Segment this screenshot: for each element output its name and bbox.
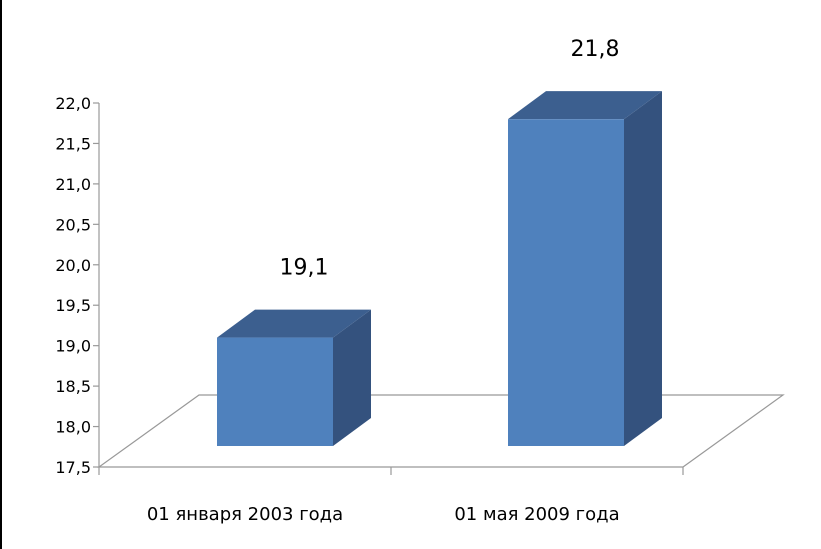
floor-outline xyxy=(97,394,785,468)
y-tick-label: 19,0 xyxy=(55,337,91,356)
chart-floor xyxy=(97,394,785,475)
bar-top xyxy=(217,309,371,338)
bar-top xyxy=(508,91,662,120)
y-tick-label: 17,5 xyxy=(55,458,91,477)
bar xyxy=(217,337,333,446)
data-label: 21,8 xyxy=(571,37,620,62)
x-category-label: 01 мая 2009 года xyxy=(454,504,619,525)
x-category-label: 01 января 2003 года xyxy=(147,504,343,525)
axes: 17,5 18,0 18,5 19,0 19,5 20,0 20,5 21,0 21,5 22,0 xyxy=(55,94,100,477)
y-tick-label: 19,5 xyxy=(55,296,91,315)
y-tick-label: 18,0 xyxy=(55,418,91,437)
y-tick-label: 20,5 xyxy=(55,215,91,234)
y-tick-label: 21,5 xyxy=(55,134,91,153)
bar-side xyxy=(333,309,371,446)
y-tick-label: 20,0 xyxy=(55,256,91,275)
bar-side xyxy=(624,91,662,446)
bars xyxy=(217,91,662,446)
labels: 19,1 21,8 01 января 2003 года 01 мая 2009 г… xyxy=(147,37,620,525)
y-tick-label: 22,0 xyxy=(55,94,91,113)
y-tick-label: 21,0 xyxy=(55,175,91,194)
y-tick-label: 18,5 xyxy=(55,377,91,396)
data-label: 19,1 xyxy=(280,256,329,281)
bar xyxy=(508,119,624,446)
